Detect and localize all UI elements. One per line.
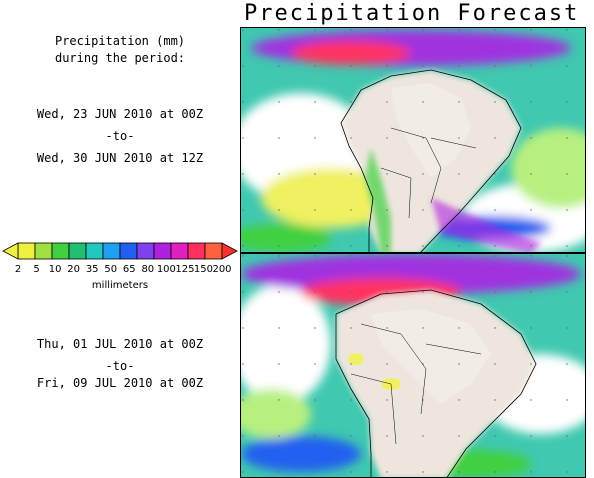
colorbar-cell xyxy=(170,242,189,260)
colorbar-tick-label: 35 xyxy=(86,264,99,275)
colorbar-cell xyxy=(17,242,36,260)
colorbar-tick-labels: 2 5 10 20 35 50 65 80 100 125 150 200 xyxy=(15,264,232,275)
map-panel-week2 xyxy=(240,253,586,478)
colorbar-tick-label: 10 xyxy=(49,264,62,275)
colorbar-tick-label: 20 xyxy=(67,264,80,275)
period1-end: Wed, 30 JUN 2010 at 12Z xyxy=(36,151,204,165)
colorbar-tick-label: 80 xyxy=(141,264,154,275)
colorbar-tick-label: 2 xyxy=(15,264,21,275)
period1-separator: -to- xyxy=(105,129,135,143)
colorbar-cell xyxy=(136,242,155,260)
colorbar-tick-label: 50 xyxy=(104,264,117,275)
colorbar-low-arrow xyxy=(2,242,19,260)
colorbar-cell xyxy=(34,242,53,260)
period1-start: Wed, 23 JUN 2010 at 00Z xyxy=(36,107,204,121)
map-title: Precipitation Forecast xyxy=(244,1,580,26)
colorbar-high-arrow xyxy=(221,242,238,260)
colorbar-cell xyxy=(68,242,87,260)
colorbar-cell xyxy=(85,242,104,260)
caption-line-2: during the period: xyxy=(54,51,186,65)
map-panel-week1 xyxy=(240,27,586,253)
precipitation-colorbar: 2 5 10 20 35 50 65 80 100 125 150 200 millimeters xyxy=(2,242,238,291)
colorbar-cell xyxy=(51,242,70,260)
colorbar-tick-label: 150 xyxy=(194,264,213,275)
colorbar-cell xyxy=(187,242,206,260)
period2-separator: -to- xyxy=(105,359,135,373)
colorbar-cell xyxy=(102,242,121,260)
period2-end: Fri, 09 JUL 2010 at 00Z xyxy=(36,376,204,390)
colorbar-tick-label: 5 xyxy=(33,264,39,275)
colorbar-cell xyxy=(119,242,138,260)
period2-start: Thu, 01 JUL 2010 at 00Z xyxy=(36,337,204,351)
colorbar-tick-label: 125 xyxy=(175,264,194,275)
colorbar-units-label: millimeters xyxy=(92,280,148,291)
colorbar-cell xyxy=(204,242,223,260)
colorbar-tick-label: 100 xyxy=(157,264,176,275)
colorbar-cells xyxy=(17,242,223,260)
colorbar-cell xyxy=(153,242,172,260)
caption-line-1: Precipitation (mm) xyxy=(54,34,186,48)
colorbar-tick-label: 200 xyxy=(212,264,231,275)
colorbar-tick-label: 65 xyxy=(123,264,136,275)
